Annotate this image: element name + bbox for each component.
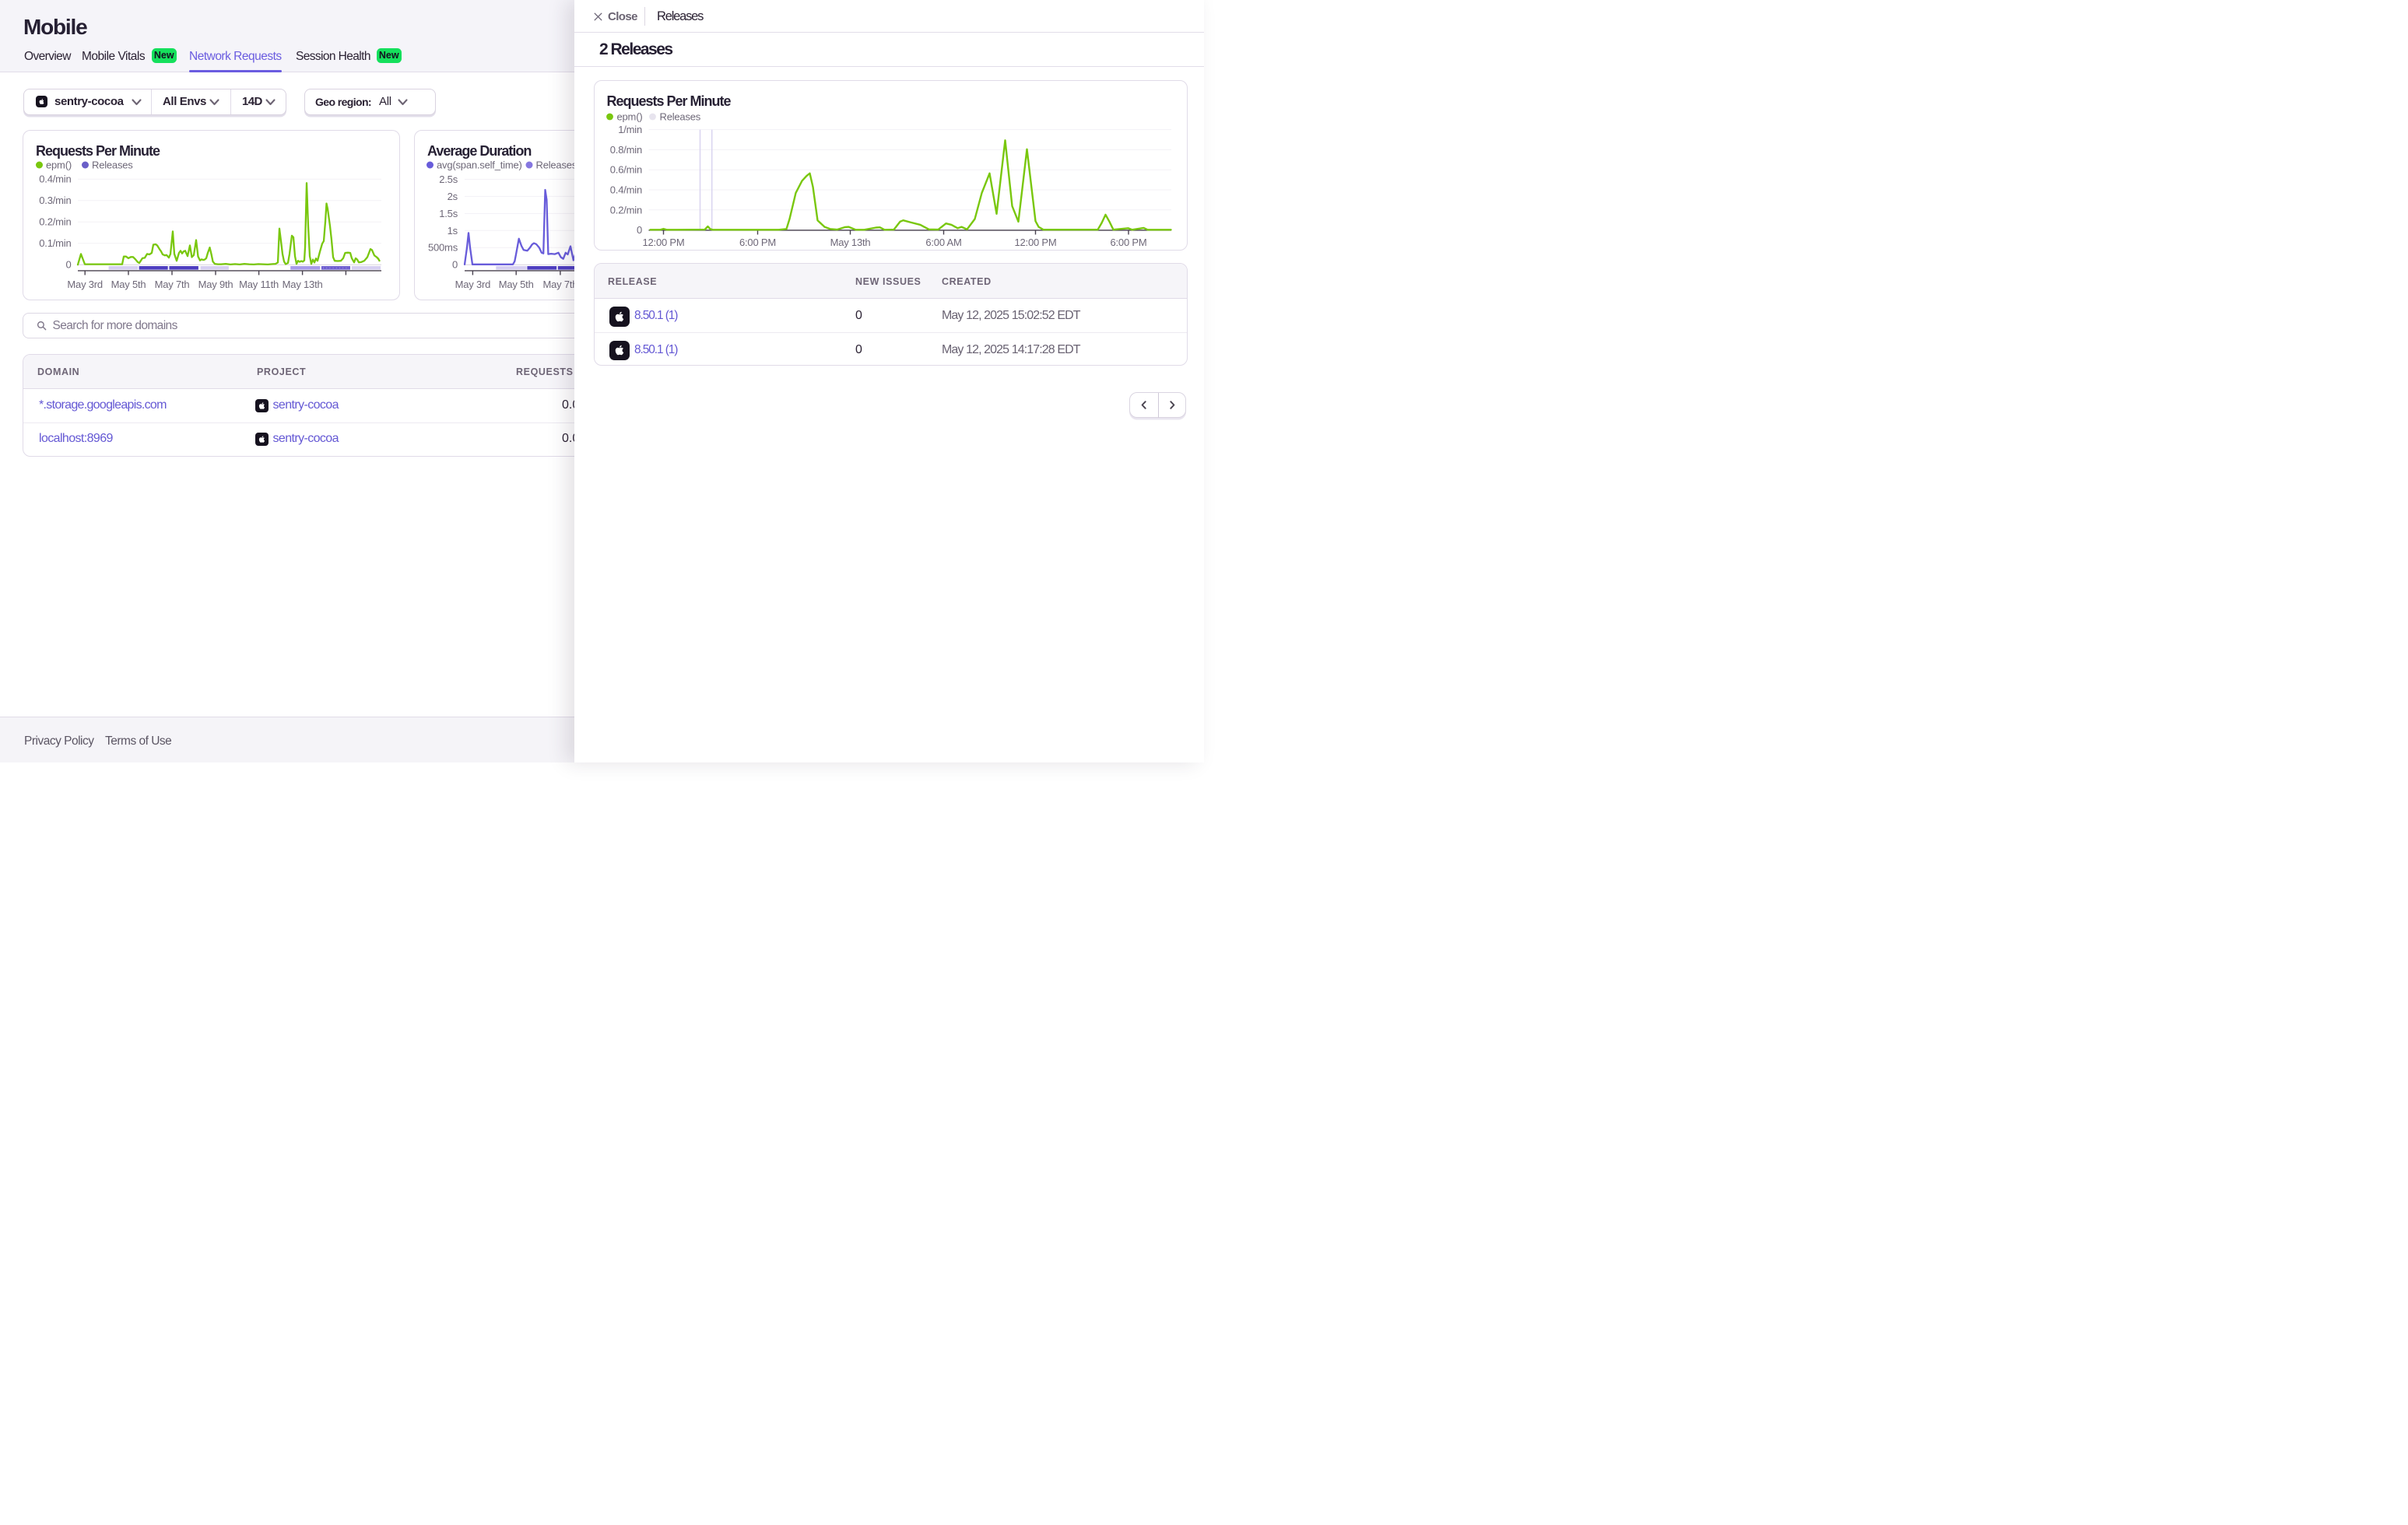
- svg-text:May 3rd: May 3rd: [455, 279, 491, 290]
- svg-text:0: 0: [636, 224, 641, 236]
- svg-text:6:00 PM: 6:00 PM: [1110, 237, 1146, 248]
- svg-text:0.2/min: 0.2/min: [39, 216, 71, 228]
- svg-text:0.8/min: 0.8/min: [609, 144, 641, 156]
- svg-text:avg(span.self_time): avg(span.self_time): [437, 160, 522, 171]
- svg-text:May 7th: May 7th: [542, 279, 577, 290]
- svg-text:0.3/min: 0.3/min: [39, 195, 71, 206]
- svg-text:May 7th: May 7th: [155, 279, 190, 290]
- svg-text:0: 0: [65, 259, 71, 271]
- svg-text:May 13th: May 13th: [830, 237, 870, 248]
- svg-text:Releases: Releases: [659, 111, 700, 123]
- svg-text:May 5th: May 5th: [499, 279, 534, 290]
- svg-text:May 3rd: May 3rd: [67, 279, 103, 290]
- svg-text:2.5s: 2.5s: [439, 174, 458, 185]
- svg-text:May 11th: May 11th: [239, 279, 279, 290]
- svg-text:1.5s: 1.5s: [439, 208, 458, 219]
- svg-text:6:00 PM: 6:00 PM: [739, 237, 775, 248]
- svg-text:0.2/min: 0.2/min: [609, 204, 641, 216]
- svg-text:0.4/min: 0.4/min: [609, 184, 641, 196]
- svg-text:Releases: Releases: [536, 160, 577, 171]
- svg-text:0: 0: [452, 259, 458, 271]
- svg-text:May 9th: May 9th: [198, 279, 233, 290]
- svg-text:May 13th: May 13th: [283, 279, 323, 290]
- svg-text:epm(): epm(): [616, 111, 642, 123]
- svg-text:0.4/min: 0.4/min: [39, 174, 71, 185]
- svg-text:epm(): epm(): [46, 160, 72, 171]
- svg-text:12:00 PM: 12:00 PM: [642, 237, 684, 248]
- svg-text:1s: 1s: [448, 225, 458, 237]
- svg-text:1/min: 1/min: [618, 124, 642, 135]
- svg-text:6:00 AM: 6:00 AM: [925, 237, 961, 248]
- svg-text:12:00 PM: 12:00 PM: [1014, 237, 1056, 248]
- svg-text:0.1/min: 0.1/min: [39, 237, 71, 249]
- svg-text:2s: 2s: [448, 191, 458, 202]
- svg-text:500ms: 500ms: [428, 242, 458, 254]
- svg-text:Releases: Releases: [92, 160, 133, 171]
- svg-text:May 5th: May 5th: [111, 279, 146, 290]
- svg-text:0.6/min: 0.6/min: [609, 164, 641, 176]
